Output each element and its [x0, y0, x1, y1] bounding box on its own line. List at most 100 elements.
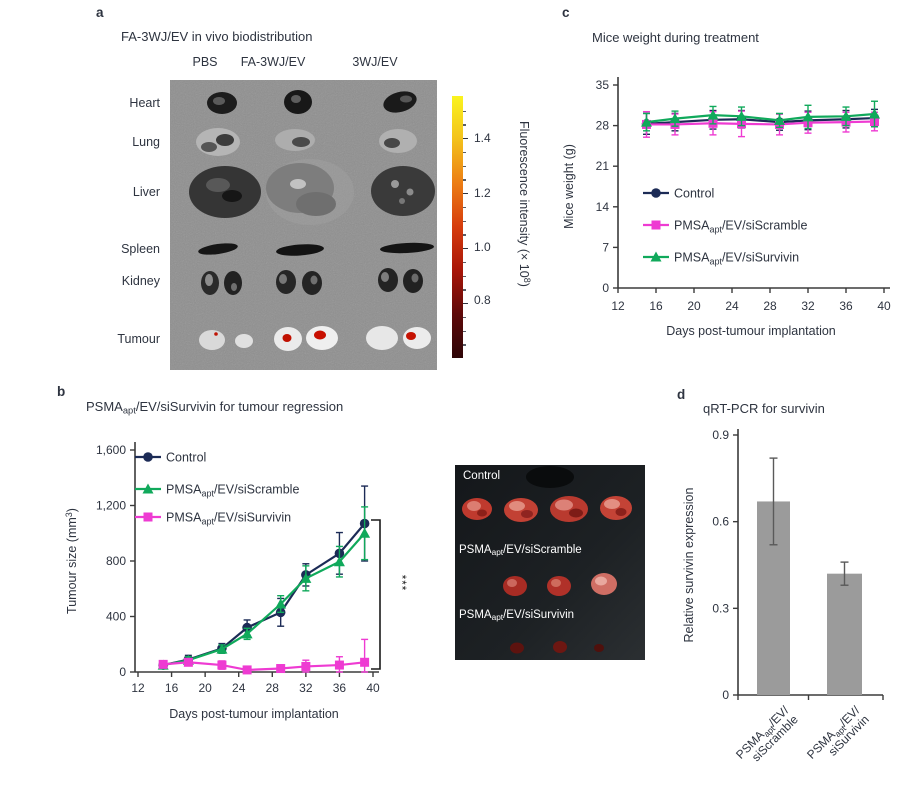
x-tick-label: 28 [266, 681, 280, 695]
x-tick-label: 20 [687, 299, 701, 313]
colorbar-tick-label: 1.4 [474, 131, 491, 145]
x-tick-label: 40 [877, 299, 891, 313]
data-point [143, 452, 153, 462]
y-tick-label: 0 [602, 281, 609, 295]
control-tumours [462, 496, 632, 522]
x-tick-label: 24 [725, 299, 739, 313]
colorbar-tick [463, 179, 466, 181]
photo-label-siscramble: PSMAapt/EV/siScramble [459, 544, 582, 558]
panel-d-letter: d [677, 387, 686, 402]
panel-c-title: Mice weight during treatment [592, 30, 759, 45]
panel-d-title: qRT-PCR for survivin [703, 401, 825, 416]
colorbar-tick [463, 289, 466, 291]
colorbar-tick [463, 330, 466, 332]
series-line [163, 661, 365, 672]
data-point [360, 657, 370, 667]
y-tick-label: 400 [106, 610, 126, 624]
y-axis-label: Tumour size (mm3) [64, 508, 79, 614]
organ-label-kidney: Kidney [121, 274, 160, 288]
data-point [840, 110, 852, 121]
colorbar-tick [463, 206, 466, 209]
data-point [651, 220, 661, 230]
y-tick-label: 800 [106, 554, 126, 568]
colorbar: 1.4 1.2 1.0 0.8 [452, 96, 512, 358]
y-tick-label: 28 [596, 119, 610, 133]
liver-row [189, 159, 435, 225]
x-axis-label: Days post-tumour implantation [169, 707, 339, 721]
data-point [333, 556, 345, 567]
x-tick-label: 12 [131, 681, 145, 695]
x-tick-label: 40 [366, 681, 380, 695]
x-tick-label: 28 [763, 299, 777, 313]
bar [827, 573, 862, 695]
data-point [774, 114, 785, 125]
panel-b-title: PSMAapt/EV/siSurvivin for tumour regress… [86, 399, 344, 416]
data-point [158, 659, 168, 669]
column-header-3wj-ev: 3WJ/EV [352, 55, 398, 69]
colorbar-tick [463, 110, 466, 112]
data-point [242, 665, 252, 675]
data-point [217, 660, 227, 670]
data-point [301, 661, 311, 671]
x-axis-label: Days post-tumour implantation [666, 324, 836, 338]
x-tick-label: 20 [198, 681, 212, 695]
column-header-pbs: PBS [192, 55, 218, 69]
data-point [183, 657, 193, 667]
data-point [334, 660, 344, 670]
organ-label-spleen: Spleen [121, 242, 160, 256]
data-point [641, 116, 652, 127]
series-line [646, 120, 875, 126]
y-tick-label: 14 [596, 200, 610, 214]
series-line [162, 532, 366, 667]
legend-label: Control [674, 187, 714, 201]
category-label: PSMAapt/EV/siScramble [733, 703, 801, 771]
data-point [241, 628, 253, 639]
colorbar-tick-label: 1.2 [474, 186, 491, 200]
colorbar-tick [463, 275, 466, 277]
significance-bracket [371, 519, 381, 670]
lung-row [196, 128, 417, 156]
y-tick-label: 7 [602, 240, 609, 254]
data-point [142, 483, 154, 494]
data-point [802, 111, 814, 122]
tumour-row [199, 326, 431, 351]
y-tick-label: 0 [119, 665, 126, 679]
y-tick-label: 0.3 [712, 601, 729, 615]
colorbar-tick-label: 1.0 [474, 240, 491, 254]
series-line [162, 522, 366, 667]
colorbar-tick-label: 0.8 [474, 293, 491, 307]
y-axis-label: Relative survivin expression [682, 487, 696, 642]
x-tick-label: 36 [333, 681, 347, 695]
y-axis-label: Mice weight (g) [562, 144, 576, 229]
data-point [300, 572, 312, 583]
spleen-row [198, 242, 434, 256]
category-label: PSMAapt/EV/siSurvivin [804, 703, 872, 771]
y-tick-label: 1,200 [96, 499, 126, 513]
sisurvivin-tumours [510, 641, 604, 654]
tumour-size-chart: 0 400 800 1,200 1,600 12 16 20 24 28 32 36 40 Days po… [64, 442, 407, 721]
significance-stars: *** [395, 575, 407, 591]
y-tick-label: 1,600 [96, 443, 126, 457]
heart-row [207, 90, 417, 114]
y-tick-label: 35 [596, 78, 610, 92]
qrt-pcr-chart: 0 0.3 0.6 0.9 PSMAapt/EV/siScramble PSMAapt/E… [682, 428, 884, 771]
legend-label: PMSAapt/EV/siScramble [674, 219, 807, 235]
legend-label: PMSAapt/EV/siScramble [166, 483, 299, 499]
x-tick-label: 32 [801, 299, 815, 313]
colorbar-tick [463, 165, 466, 167]
x-tick-label: 16 [165, 681, 179, 695]
data-point [736, 110, 747, 121]
x-tick-label: 32 [299, 681, 313, 695]
biodistribution-photo-image [170, 80, 437, 370]
x-tick-label: 36 [839, 299, 853, 313]
data-point [669, 113, 681, 124]
panel-a-title: FA-3WJ/EV in vivo biodistribution [121, 29, 313, 44]
organ-label-heart: Heart [129, 96, 160, 110]
colorbar-tick [463, 193, 468, 195]
data-point [869, 108, 880, 119]
data-point [650, 251, 662, 262]
colorbar-tick [463, 248, 468, 250]
organ-label-tumour: Tumour [117, 332, 160, 346]
colorbar-tick [463, 303, 468, 305]
